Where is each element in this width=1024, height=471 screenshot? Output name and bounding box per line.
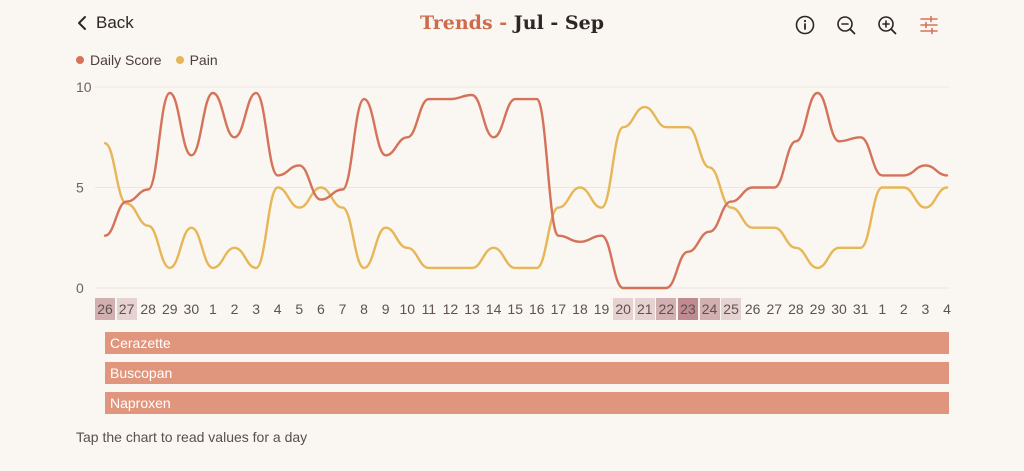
date-label[interactable]: 30 xyxy=(183,301,200,317)
date-label[interactable]: 29 xyxy=(161,301,178,317)
trend-chart[interactable]: 10 5 0 xyxy=(0,70,1024,300)
date-label[interactable]: 10 xyxy=(399,301,416,317)
date-label[interactable]: 4 xyxy=(273,301,282,317)
title-range: Jul - Sep xyxy=(513,12,604,34)
date-label[interactable]: 23 xyxy=(677,298,698,320)
date-label[interactable]: 11 xyxy=(421,301,437,317)
date-label[interactable]: 2 xyxy=(899,301,908,317)
date-label[interactable]: 7 xyxy=(338,301,347,317)
date-label[interactable]: 21 xyxy=(634,298,655,320)
medication-bar-buscopan[interactable]: Buscopan xyxy=(105,362,949,384)
medication-label: Buscopan xyxy=(110,365,173,381)
chart-legend: Daily Score Pain xyxy=(76,52,218,68)
date-label[interactable]: 29 xyxy=(809,301,826,317)
sliders-icon xyxy=(920,15,938,35)
date-label[interactable]: 9 xyxy=(381,301,390,317)
legend-swatch xyxy=(175,56,184,64)
title-prefix: Trends - xyxy=(419,12,508,34)
date-label[interactable]: 15 xyxy=(507,301,523,317)
date-label[interactable]: 8 xyxy=(360,301,368,317)
date-label[interactable]: 12 xyxy=(442,301,459,317)
date-label[interactable]: 30 xyxy=(831,301,847,317)
date-label[interactable]: 19 xyxy=(593,301,610,317)
date-label[interactable]: 26 xyxy=(744,301,761,317)
date-label[interactable]: 3 xyxy=(252,301,261,317)
legend-label: Daily Score xyxy=(90,52,162,68)
date-label[interactable]: 6 xyxy=(316,301,325,317)
date-label[interactable]: 22 xyxy=(656,298,677,320)
date-label[interactable]: 27 xyxy=(766,301,783,317)
zoom-in-button[interactable] xyxy=(876,14,898,36)
back-button[interactable]: Back xyxy=(76,13,134,33)
zoom-in-icon xyxy=(878,16,897,35)
date-label[interactable]: 24 xyxy=(699,298,720,320)
info-icon xyxy=(795,15,815,35)
series-line-pain xyxy=(103,105,949,270)
date-label[interactable]: 28 xyxy=(140,301,156,317)
date-label[interactable]: 1 xyxy=(209,301,217,317)
page-title: Trends - Jul - Sep xyxy=(0,12,1024,34)
legend-item-daily-score[interactable]: Daily Score xyxy=(76,52,162,68)
legend-swatch xyxy=(76,56,84,64)
date-label[interactable]: 27 xyxy=(116,298,137,320)
date-label[interactable]: 3 xyxy=(921,301,930,317)
date-label[interactable]: 1 xyxy=(878,301,887,317)
date-label[interactable]: 25 xyxy=(721,298,742,320)
medication-bar-naproxen[interactable]: Naproxen xyxy=(105,392,949,414)
y-tick-label: 10 xyxy=(76,79,92,95)
chevron-left-icon xyxy=(78,16,86,30)
legend-label: Pain xyxy=(189,52,218,68)
y-tick-label: 5 xyxy=(76,180,84,196)
medication-bar-cerazette[interactable]: Cerazette xyxy=(105,332,949,354)
medication-label: Naproxen xyxy=(110,395,171,411)
date-label[interactable]: 4 xyxy=(943,301,951,317)
date-axis: 26 27 28 29 30 1 2 3 4 5 6 7 8 9 10 11 12 13 14 15 16 17 18 19 2… xyxy=(95,298,951,320)
top-bar: Back Trends - Jul - Sep xyxy=(0,0,1024,50)
zoom-out-button[interactable] xyxy=(835,14,857,36)
date-label[interactable]: 17 xyxy=(550,301,567,317)
y-tick-label: 0 xyxy=(76,280,84,296)
info-button[interactable] xyxy=(794,14,816,36)
date-label[interactable]: 13 xyxy=(464,301,480,317)
date-label[interactable]: 14 xyxy=(485,301,502,317)
chart-hint: Tap the chart to read values for a day xyxy=(76,429,308,445)
date-label[interactable]: 5 xyxy=(295,301,304,317)
medication-bars: Cerazette Buscopan Naproxen xyxy=(105,332,949,422)
back-label: Back xyxy=(96,13,134,32)
zoom-out-icon xyxy=(837,16,856,35)
date-label[interactable]: 28 xyxy=(788,301,804,317)
date-label[interactable]: 31 xyxy=(852,301,869,317)
date-label[interactable]: 18 xyxy=(572,301,588,317)
date-label[interactable]: 20 xyxy=(613,298,634,320)
filter-button[interactable] xyxy=(918,14,940,36)
date-label[interactable]: 16 xyxy=(528,301,545,317)
medication-label: Cerazette xyxy=(110,335,171,351)
series-line-daily-score xyxy=(103,91,949,290)
legend-item-pain[interactable]: Pain xyxy=(175,52,218,68)
date-label[interactable]: 26 xyxy=(95,298,115,320)
date-label[interactable]: 2 xyxy=(230,301,239,317)
